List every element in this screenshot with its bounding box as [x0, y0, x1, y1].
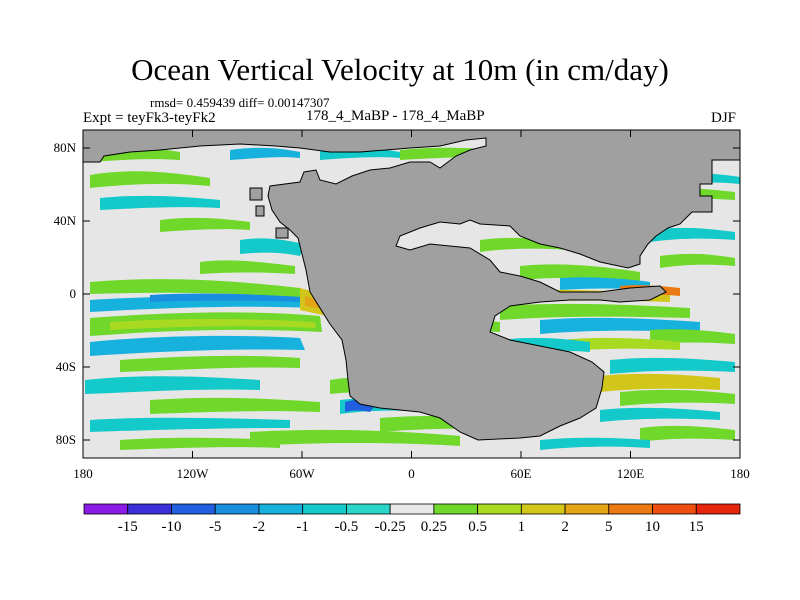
colorbar-swatch [608, 503, 653, 515]
rmsd-diff-stats: rmsd= 0.459439 diff= 0.00147307 [150, 95, 330, 110]
lon-label: 120E [617, 466, 645, 481]
colorbar-swatch [171, 503, 216, 515]
lon-label: 180 [73, 466, 93, 481]
colorbar-swatch [652, 503, 697, 515]
latitude-axis: 80N 40N 0 40S 80S [54, 140, 740, 447]
colorbar-label: 0.5 [468, 519, 487, 535]
colorbar-swatch [127, 503, 172, 515]
lat-label: 40S [56, 359, 76, 374]
lat-label: 80S [56, 432, 76, 447]
lon-label: 120W [177, 466, 210, 481]
colorbar-label: 2 [561, 519, 569, 535]
longitude-axis: 180 120W 60W 0 60E 120E 180 [73, 130, 750, 481]
lat-label: 80N [54, 140, 77, 155]
lon-label: 60W [289, 466, 315, 481]
colorbar: -15 -10 -5 -2 -1 -0.5 -0.25 0.25 0.5 1 2 5 10 15 [83, 503, 741, 535]
season-label: DJF [711, 110, 737, 126]
map-plot-area [83, 130, 740, 458]
colorbar-label: 5 [605, 519, 613, 535]
land-masses [83, 130, 740, 441]
colorbar-swatch [302, 503, 347, 515]
colorbar-label: -0.5 [335, 519, 359, 535]
lon-label: 180 [730, 466, 750, 481]
colorbar-swatch [520, 503, 566, 515]
northern-land [83, 130, 740, 441]
colorbar-label: -2 [253, 519, 266, 535]
colorbar-swatch [389, 503, 435, 515]
colorbar-swatch [345, 503, 391, 515]
colorbar-label: -10 [161, 519, 181, 535]
map-title: Ocean Vertical Velocity at 10m (in cm/da… [131, 52, 669, 87]
colorbar-swatch [477, 503, 522, 515]
colorbar-label: -15 [118, 519, 138, 535]
lon-label: 0 [408, 466, 415, 481]
colorbar-label: 0.25 [421, 519, 447, 535]
colorbar-swatch [258, 503, 304, 515]
colorbar-swatch [695, 503, 741, 515]
colorbar-swatch [214, 503, 260, 515]
colorbar-swatch [83, 503, 129, 515]
colorbar-label: -1 [296, 519, 309, 535]
lon-label: 60E [511, 466, 532, 481]
experiment-label: Expt = teyFk3-teyFk2 [83, 110, 216, 126]
colorbar-label: 1 [518, 519, 526, 535]
colorbar-label: -5 [209, 519, 222, 535]
colorbar-label: -0.25 [375, 519, 406, 535]
colorbar-swatch [564, 503, 610, 515]
colorbar-swatch [433, 503, 479, 515]
colorbar-label: 15 [689, 519, 704, 535]
lat-label: 0 [70, 286, 77, 301]
case-label: 178_4_MaBP - 178_4_MaBP [306, 108, 485, 124]
colorbar-label: 10 [645, 519, 660, 535]
lat-label: 40N [54, 213, 77, 228]
